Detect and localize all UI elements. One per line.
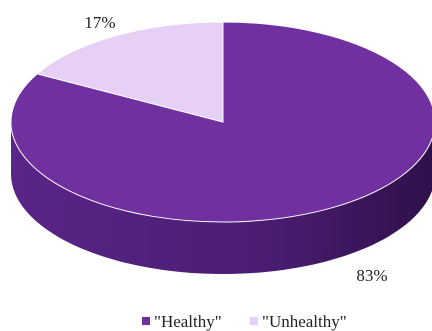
pie-side-0-0 — [11, 122, 432, 274]
data-label-1: 17% — [84, 13, 115, 32]
data-label-0: 83% — [356, 266, 387, 285]
legend-label-1: "Unhealthy" — [262, 312, 347, 331]
pie-slice-1 — [36, 21, 224, 123]
legend-swatch-1 — [250, 317, 258, 325]
legend: "Healthy" "Unhealthy" — [142, 312, 347, 331]
legend-label-0: "Healthy" — [154, 312, 222, 331]
data-labels: 83% 17% — [84, 13, 387, 285]
pie-group — [10, 21, 432, 274]
legend-swatch-0 — [142, 317, 150, 325]
